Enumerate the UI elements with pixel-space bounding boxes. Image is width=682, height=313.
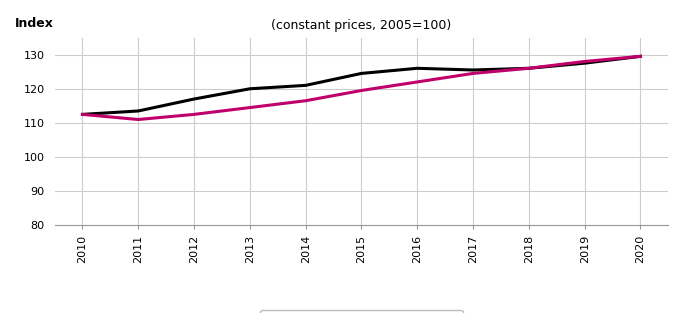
Great Britain bbox=[636, 54, 644, 58]
Great Britain bbox=[134, 109, 143, 113]
Text: Index: Index bbox=[15, 17, 54, 30]
Scotland bbox=[524, 66, 533, 70]
Line: Great Britain: Great Britain bbox=[83, 56, 640, 114]
Line: Scotland: Scotland bbox=[83, 56, 640, 120]
Scotland bbox=[636, 54, 644, 58]
Great Britain bbox=[357, 72, 366, 75]
Scotland bbox=[190, 112, 198, 116]
Scotland bbox=[357, 89, 366, 92]
Scotland bbox=[134, 118, 143, 121]
Scotland bbox=[469, 72, 477, 75]
Scotland bbox=[413, 80, 421, 84]
Scotland bbox=[301, 99, 310, 103]
Great Britain bbox=[246, 87, 254, 91]
Great Britain bbox=[78, 112, 87, 116]
Great Britain bbox=[580, 61, 589, 65]
Scotland bbox=[580, 59, 589, 63]
Great Britain bbox=[413, 66, 421, 70]
Title: (constant prices, 2005=100): (constant prices, 2005=100) bbox=[271, 19, 451, 32]
Scotland bbox=[246, 106, 254, 110]
Great Britain bbox=[469, 68, 477, 72]
Scotland bbox=[78, 112, 87, 116]
Great Britain bbox=[190, 97, 198, 101]
Great Britain bbox=[301, 84, 310, 87]
Legend: Great Britain, Scotland: Great Britain, Scotland bbox=[261, 310, 462, 313]
Great Britain bbox=[524, 66, 533, 70]
